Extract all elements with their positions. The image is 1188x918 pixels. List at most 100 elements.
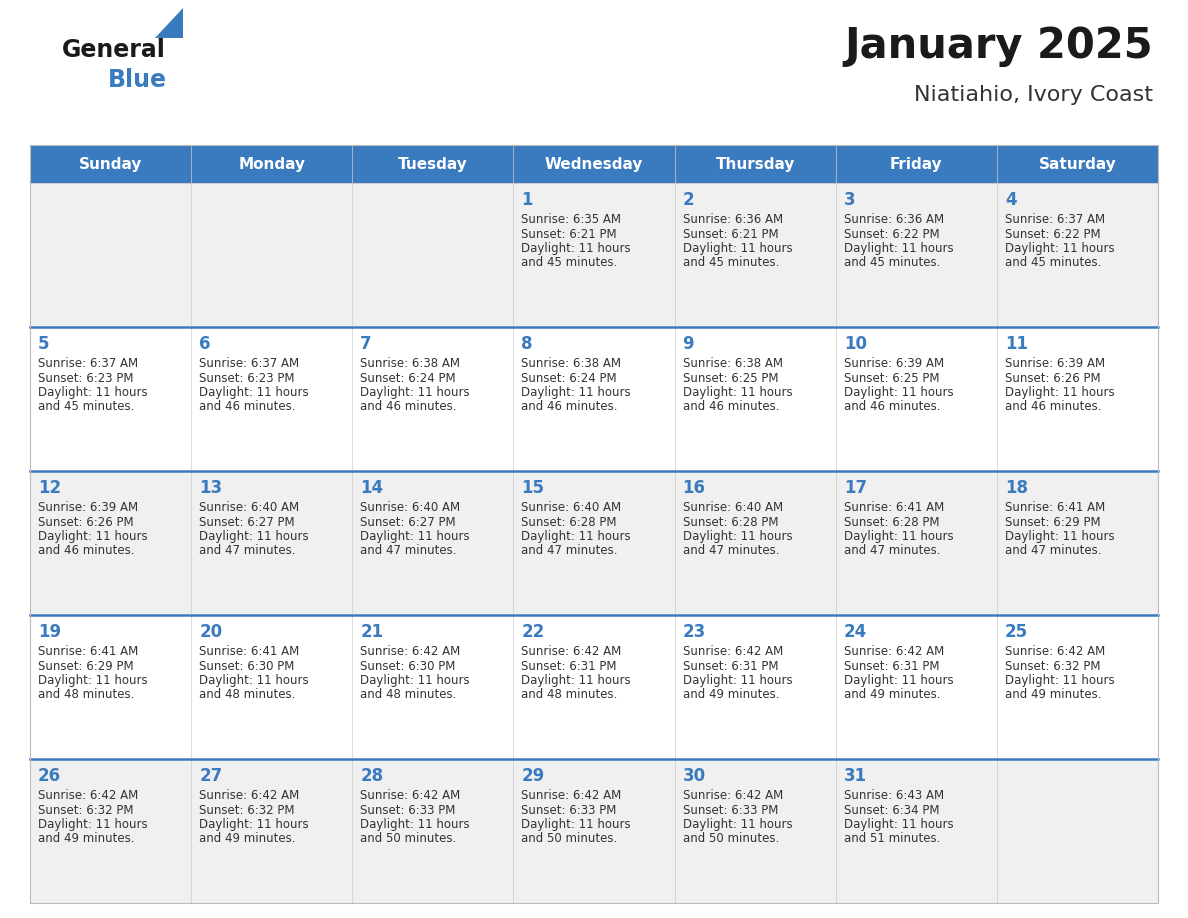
Polygon shape: [154, 8, 183, 38]
Bar: [835, 145, 997, 183]
Text: and 51 minutes.: and 51 minutes.: [843, 833, 940, 845]
Text: Sunrise: 6:42 AM: Sunrise: 6:42 AM: [683, 789, 783, 802]
Text: and 46 minutes.: and 46 minutes.: [843, 400, 940, 413]
Bar: [835, 471, 997, 615]
Text: Sunrise: 6:38 AM: Sunrise: 6:38 AM: [683, 357, 783, 370]
Text: and 47 minutes.: and 47 minutes.: [522, 544, 618, 557]
Text: 18: 18: [1005, 479, 1028, 497]
Text: Sunset: 6:26 PM: Sunset: 6:26 PM: [1005, 372, 1100, 385]
Text: Daylight: 11 hours: Daylight: 11 hours: [360, 530, 470, 543]
Text: Daylight: 11 hours: Daylight: 11 hours: [1005, 674, 1114, 687]
Text: 6: 6: [200, 335, 210, 353]
Text: Sunset: 6:21 PM: Sunset: 6:21 PM: [522, 228, 617, 241]
Bar: [513, 759, 675, 903]
Bar: [191, 145, 353, 183]
Text: Daylight: 11 hours: Daylight: 11 hours: [522, 818, 631, 831]
Bar: [353, 183, 513, 327]
Text: Daylight: 11 hours: Daylight: 11 hours: [1005, 530, 1114, 543]
Text: Sunrise: 6:42 AM: Sunrise: 6:42 AM: [360, 789, 461, 802]
Text: Sunset: 6:31 PM: Sunset: 6:31 PM: [522, 659, 617, 673]
Bar: [835, 183, 997, 327]
Text: Sunset: 6:29 PM: Sunset: 6:29 PM: [38, 659, 133, 673]
Text: 15: 15: [522, 479, 544, 497]
Text: Sunrise: 6:35 AM: Sunrise: 6:35 AM: [522, 213, 621, 226]
Bar: [191, 471, 353, 615]
Text: Daylight: 11 hours: Daylight: 11 hours: [683, 386, 792, 399]
Text: Thursday: Thursday: [715, 156, 795, 172]
Text: Daylight: 11 hours: Daylight: 11 hours: [522, 386, 631, 399]
Text: and 48 minutes.: and 48 minutes.: [522, 688, 618, 701]
Text: Daylight: 11 hours: Daylight: 11 hours: [38, 674, 147, 687]
Text: and 47 minutes.: and 47 minutes.: [843, 544, 940, 557]
Text: Sunrise: 6:41 AM: Sunrise: 6:41 AM: [38, 645, 138, 658]
Bar: [353, 615, 513, 759]
Text: 14: 14: [360, 479, 384, 497]
Text: 10: 10: [843, 335, 867, 353]
Bar: [997, 471, 1158, 615]
Bar: [513, 471, 675, 615]
Text: Sunrise: 6:42 AM: Sunrise: 6:42 AM: [200, 789, 299, 802]
Text: Sunset: 6:32 PM: Sunset: 6:32 PM: [38, 803, 133, 816]
Bar: [191, 759, 353, 903]
Text: Sunrise: 6:36 AM: Sunrise: 6:36 AM: [843, 213, 943, 226]
Text: Sunrise: 6:38 AM: Sunrise: 6:38 AM: [522, 357, 621, 370]
Text: and 46 minutes.: and 46 minutes.: [360, 400, 456, 413]
Text: Daylight: 11 hours: Daylight: 11 hours: [522, 674, 631, 687]
Text: Sunset: 6:33 PM: Sunset: 6:33 PM: [683, 803, 778, 816]
Text: Daylight: 11 hours: Daylight: 11 hours: [843, 530, 953, 543]
Bar: [997, 145, 1158, 183]
Text: Sunset: 6:28 PM: Sunset: 6:28 PM: [843, 516, 940, 529]
Bar: [997, 759, 1158, 903]
Text: Sunrise: 6:42 AM: Sunrise: 6:42 AM: [843, 645, 944, 658]
Text: 30: 30: [683, 767, 706, 785]
Text: 21: 21: [360, 623, 384, 641]
Text: General: General: [62, 38, 166, 62]
Bar: [191, 327, 353, 471]
Text: and 47 minutes.: and 47 minutes.: [200, 544, 296, 557]
Text: Sunrise: 6:40 AM: Sunrise: 6:40 AM: [683, 501, 783, 514]
Text: Sunset: 6:34 PM: Sunset: 6:34 PM: [843, 803, 940, 816]
Bar: [835, 327, 997, 471]
Bar: [675, 759, 835, 903]
Text: Sunrise: 6:41 AM: Sunrise: 6:41 AM: [843, 501, 944, 514]
Text: and 45 minutes.: and 45 minutes.: [683, 256, 779, 270]
Text: Sunrise: 6:41 AM: Sunrise: 6:41 AM: [1005, 501, 1105, 514]
Text: Sunset: 6:27 PM: Sunset: 6:27 PM: [200, 516, 295, 529]
Text: 19: 19: [38, 623, 61, 641]
Text: Sunrise: 6:36 AM: Sunrise: 6:36 AM: [683, 213, 783, 226]
Text: Sunrise: 6:39 AM: Sunrise: 6:39 AM: [38, 501, 138, 514]
Text: 25: 25: [1005, 623, 1028, 641]
Text: Daylight: 11 hours: Daylight: 11 hours: [38, 818, 147, 831]
Text: and 49 minutes.: and 49 minutes.: [1005, 688, 1101, 701]
Text: Daylight: 11 hours: Daylight: 11 hours: [200, 386, 309, 399]
Text: and 46 minutes.: and 46 minutes.: [200, 400, 296, 413]
Text: 27: 27: [200, 767, 222, 785]
Text: and 48 minutes.: and 48 minutes.: [200, 688, 296, 701]
Text: Sunrise: 6:43 AM: Sunrise: 6:43 AM: [843, 789, 943, 802]
Bar: [675, 327, 835, 471]
Text: Sunset: 6:30 PM: Sunset: 6:30 PM: [200, 659, 295, 673]
Text: Daylight: 11 hours: Daylight: 11 hours: [200, 674, 309, 687]
Text: Daylight: 11 hours: Daylight: 11 hours: [683, 818, 792, 831]
Text: Sunrise: 6:41 AM: Sunrise: 6:41 AM: [200, 645, 299, 658]
Text: Sunset: 6:28 PM: Sunset: 6:28 PM: [522, 516, 617, 529]
Text: Sunrise: 6:38 AM: Sunrise: 6:38 AM: [360, 357, 460, 370]
Text: 17: 17: [843, 479, 867, 497]
Bar: [353, 327, 513, 471]
Text: 5: 5: [38, 335, 50, 353]
Bar: [997, 327, 1158, 471]
Text: and 46 minutes.: and 46 minutes.: [522, 400, 618, 413]
Text: Daylight: 11 hours: Daylight: 11 hours: [843, 818, 953, 831]
Text: Sunset: 6:33 PM: Sunset: 6:33 PM: [360, 803, 456, 816]
Bar: [30, 471, 191, 615]
Bar: [835, 615, 997, 759]
Text: Sunset: 6:23 PM: Sunset: 6:23 PM: [200, 372, 295, 385]
Text: Sunrise: 6:42 AM: Sunrise: 6:42 AM: [522, 789, 621, 802]
Text: Sunset: 6:22 PM: Sunset: 6:22 PM: [843, 228, 940, 241]
Text: Daylight: 11 hours: Daylight: 11 hours: [38, 530, 147, 543]
Text: Daylight: 11 hours: Daylight: 11 hours: [360, 818, 470, 831]
Text: Sunset: 6:21 PM: Sunset: 6:21 PM: [683, 228, 778, 241]
Text: 3: 3: [843, 191, 855, 209]
Bar: [675, 183, 835, 327]
Text: Sunrise: 6:42 AM: Sunrise: 6:42 AM: [522, 645, 621, 658]
